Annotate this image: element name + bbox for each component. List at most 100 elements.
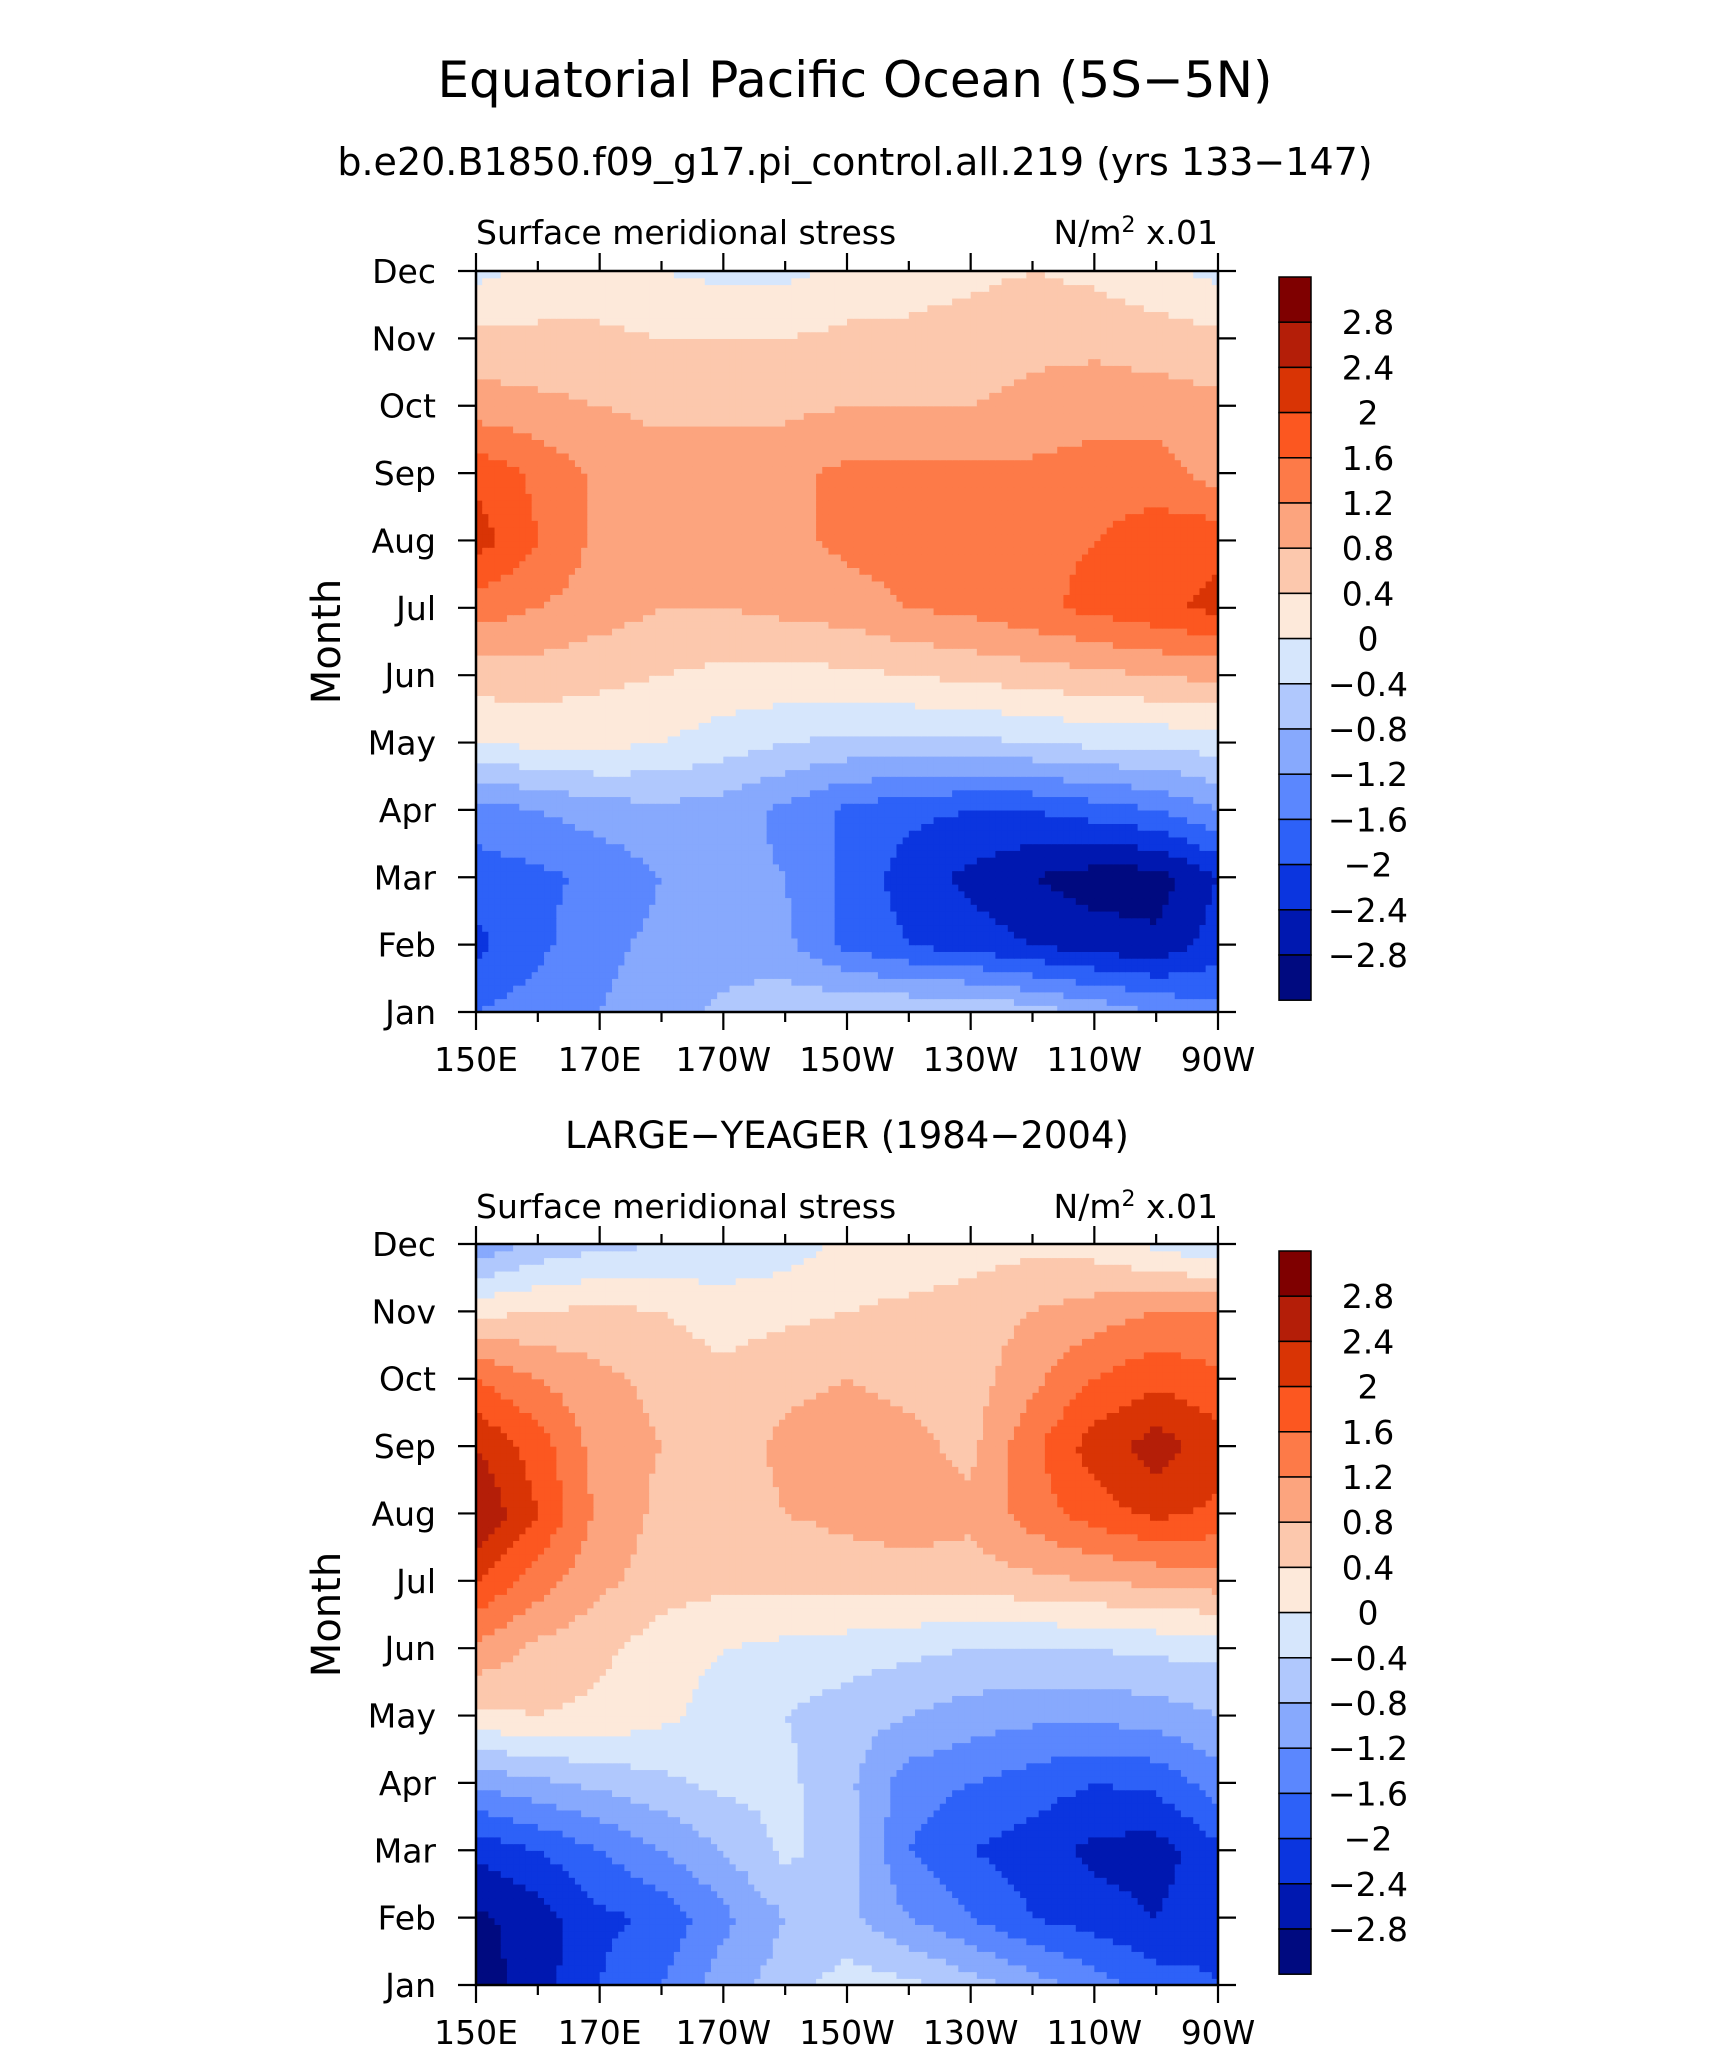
colorbar-label: 0 [1358,620,1379,659]
colorbar-label: −1.2 [1328,755,1408,794]
colorbar-label: 2.8 [1342,1277,1394,1316]
colorbar-label: 0.4 [1342,574,1394,613]
y-axis-label: Month [304,1552,350,1677]
x-tick-label: 150E [434,1040,518,1079]
x-tick-label: 170E [558,2013,642,2052]
x-tick-label: 150W [799,2013,895,2052]
colorbar-box [1278,321,1312,369]
y-tick-label: Jul [394,589,436,628]
colorbar-label: 0 [1358,1594,1379,1633]
colorbar-box [1278,1792,1312,1840]
y-axis-label: Month [304,579,350,704]
colorbar-label: 0.8 [1342,529,1394,568]
colorbar-label: −2.4 [1328,1865,1408,1904]
colorbar-box [1278,683,1312,730]
y-tick-label: Jul [394,1562,436,1601]
panel-title: LARGE−YEAGER (1984−2004) [565,1114,1129,1157]
colorbar-box [1278,1250,1312,1297]
colorbar: 2.8 2.4 2 1.6 1.2 0.8 0.4 0 −0.4 −0.8 −1.2 −1.6 −2 −2… [1278,276,1408,1001]
x-tick-label: 170E [558,1040,642,1079]
y-tick-label: Aug [372,1494,436,1533]
colorbar-label: −2.4 [1328,891,1408,930]
y-tick-label: Dec [372,252,436,291]
colorbar-box [1278,1657,1312,1704]
y-tick-label: Mar [374,858,437,897]
colorbar-label: 1.6 [1342,439,1394,478]
x-tick-label: 170W [676,1040,772,1079]
colorbar-box [1278,909,1312,956]
y-tick-label: Jun [382,656,436,695]
y-tick-label: Apr [379,791,437,830]
y-tick-label: Aug [372,521,436,560]
colorbar-label: −1.6 [1328,800,1408,839]
figure-title: Equatorial Pacific Ocean (5S−5N) [437,51,1272,109]
colorbar: 2.8 2.4 2 1.6 1.2 0.8 0.4 0 −0.4 −0.8 −1.2 −1.6 −2 −2… [1278,1250,1408,1975]
y-tick-label: Nov [372,1292,436,1331]
colorbar-box [1278,411,1312,459]
colorbar-box [1278,502,1312,549]
colorbar-box [1278,863,1312,911]
y-tick-label: May [368,1697,436,1736]
y-tick-label: Oct [379,1360,436,1399]
colorbar-label: −0.8 [1328,710,1408,749]
colorbar-label: 2 [1358,394,1379,433]
colorbar-label: −2.8 [1328,1910,1408,1949]
y-tick-label: Nov [372,319,436,358]
colorbar-label: −1.6 [1328,1774,1408,1813]
units-label: N/m2 x.01 [1054,1187,1218,1226]
x-tick-label: 130W [923,2013,1019,2052]
colorbar-label: 1.2 [1342,484,1394,523]
colorbar-label: 2.8 [1342,303,1394,342]
colorbar-label: −2 [1344,846,1393,885]
colorbar-box [1278,276,1312,323]
colorbar-box [1278,1566,1312,1614]
colorbar-label: −0.4 [1328,665,1408,704]
colorbar-label: 2.4 [1342,348,1394,387]
y-tick-label: Sep [374,454,436,493]
variable-label: Surface meridional stress [476,1187,896,1226]
y-tick-label: Feb [378,1899,436,1938]
x-tick-label: 170W [676,2013,772,2052]
y-tick-label: May [368,724,436,763]
x-tick-label: 150E [434,2013,518,2052]
y-tick-label: Sep [374,1427,436,1466]
colorbar-label: −2 [1344,1820,1393,1859]
colorbar-label: −1.2 [1328,1729,1408,1768]
colorbar-box [1278,728,1312,775]
contour-field [476,1244,1219,1986]
y-tick-label: Jun [382,1629,436,1668]
panel-observations: 150E 170E 170W 150W 130W 110W 90W Jan Feb Mar Apr M… [304,1114,1408,2052]
y-tick-label: Dec [372,1225,436,1264]
colorbar-label: −0.8 [1328,1684,1408,1723]
colorbar-box [1278,1883,1312,1930]
figure-subtitle: b.e20.B1850.f09_g17.pi_control.all.219 (… [337,140,1372,184]
colorbar-box [1278,1928,1312,1975]
colorbar-label: 0.8 [1342,1503,1394,1542]
colorbar-box [1278,773,1312,821]
contour-field [476,271,1219,1013]
colorbar-box [1278,1702,1312,1749]
colorbar-box [1278,954,1312,1001]
y-tick-label: Jan [383,1966,436,2005]
colorbar-box [1278,1611,1312,1659]
y-tick-label: Feb [378,926,436,965]
colorbar-box [1278,366,1312,414]
colorbar-box [1278,1295,1312,1343]
x-tick-label: 90W [1181,2013,1256,2052]
colorbar-box [1278,547,1312,595]
colorbar-box [1278,457,1312,504]
colorbar-label: 2 [1358,1368,1379,1407]
y-tick-label: Oct [379,387,436,426]
colorbar-box [1278,1521,1312,1569]
x-tick-label: 90W [1181,1040,1256,1079]
colorbar-box [1278,1476,1312,1523]
colorbar-box [1278,1837,1312,1885]
colorbar-label: −0.4 [1328,1639,1408,1678]
y-tick-label: Mar [374,1831,437,1870]
x-tick-label: 130W [923,1040,1019,1079]
y-tick-label: Apr [379,1764,437,1803]
colorbar-label: −2.8 [1328,936,1408,975]
units-label: N/m2 x.01 [1054,213,1218,252]
colorbar-box [1278,592,1312,640]
